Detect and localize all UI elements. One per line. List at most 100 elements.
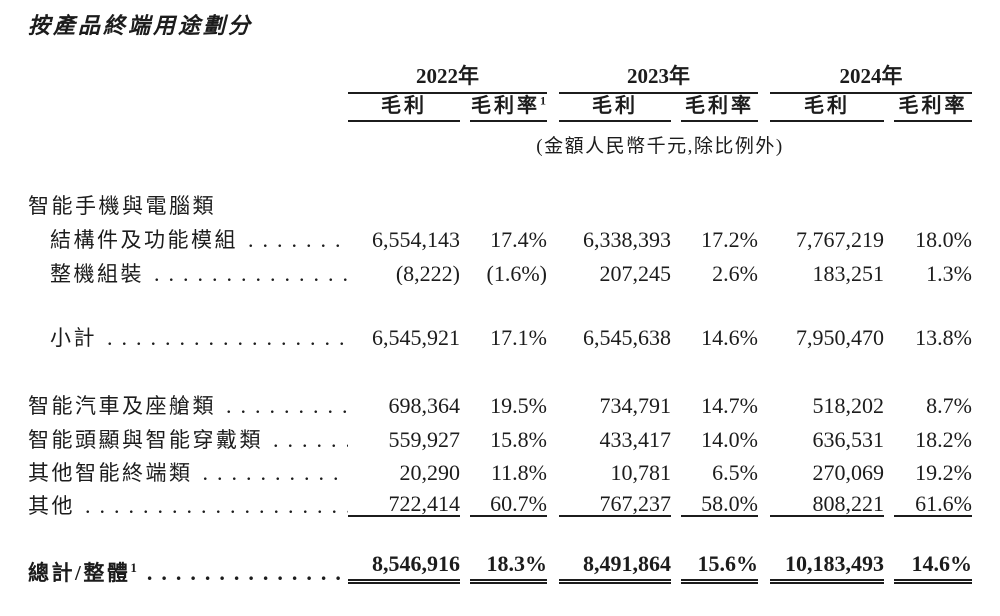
cell-value-total: 14.6%: [894, 517, 972, 584]
page-title: 按產品終端用途劃分: [28, 13, 254, 38]
cell-value: 6,338,393: [583, 227, 671, 251]
subheader-row: 毛利 毛利率1 毛利 毛利率 毛利 毛利率: [28, 94, 972, 122]
cell-value: 18.0%: [915, 227, 972, 251]
column-gap: [884, 94, 894, 122]
cell-value: 11.8%: [490, 460, 547, 484]
table-row-smart-headset-wearable: 智能頭顯與智能穿戴類..............................…: [28, 417, 972, 451]
cell-value: 20,290: [399, 460, 461, 484]
cell-value: 17.1%: [490, 325, 547, 349]
cell-value: 61.6%: [894, 484, 972, 517]
cell-value: 6,545,638: [583, 325, 671, 349]
row-label: 智能手機與電腦類: [28, 194, 216, 217]
row-label: 小計......................................…: [28, 285, 348, 349]
unit-note: (金額人民幣千元,除比例外): [536, 136, 784, 156]
column-gap: [547, 94, 559, 122]
table-row-structural-parts: 結構件及功能模組................................…: [28, 217, 972, 251]
col-header-gross-profit-2022: 毛利: [348, 94, 460, 122]
cell-value: 18.2%: [915, 427, 972, 451]
cell-value-total: 18.3%: [470, 517, 547, 584]
row-label: 智能頭顯與智能穿戴類..............................…: [28, 417, 348, 451]
cell-value: 767,237: [559, 484, 671, 517]
cell-value: 19.5%: [490, 393, 547, 417]
cell-value: 270,069: [812, 460, 885, 484]
cell-value: 183,251: [812, 261, 885, 285]
table-row-total: 總計/整體1..................................…: [28, 517, 972, 584]
table-row-others: 其他......................................…: [28, 484, 972, 517]
cell-value: 6,545,921: [372, 325, 460, 349]
label-column-spacer: [28, 94, 348, 122]
cell-value: 734,791: [599, 393, 672, 417]
cell-value: 8.7%: [926, 393, 972, 417]
table-row-smartphone-computer-group: 智能手機與電腦類: [28, 156, 972, 217]
cell-value: 17.2%: [701, 227, 758, 251]
cell-value: 559,927: [388, 427, 461, 451]
cell-value: 698,364: [388, 393, 461, 417]
row-label-total: 總計/整體1..................................…: [28, 517, 348, 584]
cell-value: 19.2%: [915, 460, 972, 484]
column-gap: [671, 94, 681, 122]
row-label: 整機組裝....................................…: [28, 251, 348, 285]
cell-value-total: 8,491,864: [559, 517, 671, 584]
dot-leader: ........................................: [248, 229, 348, 251]
cell-value: 808,221: [770, 484, 884, 517]
cell-value: 7,767,219: [796, 227, 884, 251]
cell-value: 636,531: [812, 427, 885, 451]
cell-value: 10,781: [610, 460, 672, 484]
cell-value: 207,245: [599, 261, 672, 285]
cell-value: 14.7%: [701, 393, 758, 417]
dot-leader: ........................................: [154, 263, 348, 285]
column-gap: [758, 62, 770, 94]
col-header-gross-margin-2022: 毛利率1: [470, 94, 547, 122]
column-gap: [460, 94, 470, 122]
year-header-2023: 2023年: [559, 62, 758, 94]
col-header-gross-profit-2023: 毛利: [559, 94, 671, 122]
cell-value-total: 8,546,916: [348, 517, 460, 584]
cell-value: 1.3%: [926, 261, 972, 285]
row-label: 其他智能終端類.................................…: [28, 461, 349, 484]
cell-value: 17.4%: [490, 227, 547, 251]
cell-value: (8,222): [395, 261, 460, 285]
cell-value: 6,554,143: [372, 227, 460, 251]
label-column-spacer: [28, 62, 348, 94]
dot-leader: ........................................: [107, 327, 348, 349]
cell-value: 2.6%: [712, 261, 758, 285]
cell-value-total: 15.6%: [681, 517, 758, 584]
row-label: 智能汽車及座艙類................................…: [28, 349, 348, 417]
cell-value: 518,202: [812, 393, 885, 417]
gross-profit-by-end-use-table: 2022年 2023年 2024年 毛利 毛利率1 毛利 毛利率 毛利 毛利率 …: [28, 62, 972, 584]
footnote-marker: 1: [130, 560, 137, 575]
table-row-smart-vehicle: 智能汽車及座艙類................................…: [28, 349, 972, 417]
unit-note-row: (金額人民幣千元,除比例外): [28, 122, 972, 156]
label-column-spacer: [28, 122, 348, 156]
cell-value: 6.5%: [712, 460, 758, 484]
cell-value: 14.6%: [701, 325, 758, 349]
year-header-row: 2022年 2023年 2024年: [28, 62, 972, 94]
cell-value: 433,417: [599, 427, 672, 451]
cell-value: 15.8%: [490, 427, 547, 451]
cell-value-total: 10,183,493: [770, 517, 884, 584]
col-header-gross-margin-2023: 毛利率: [681, 94, 758, 122]
dot-leader: ........................................: [273, 429, 348, 451]
cell-value: 13.8%: [915, 325, 972, 349]
dot-leader: ........................................: [226, 395, 348, 417]
cell-value: (1.6%): [486, 261, 547, 285]
column-gap: [758, 94, 770, 122]
footnote-marker: 1: [540, 94, 546, 108]
dot-leader: ........................................: [202, 462, 349, 484]
cell-value: 7,950,470: [796, 325, 884, 349]
row-label: 結構件及功能模組................................…: [50, 228, 348, 251]
cell-value: 14.0%: [701, 427, 758, 451]
dot-leader: ........................................: [146, 562, 348, 584]
cell-value: 60.7%: [470, 484, 547, 517]
table-row-other-smart-terminal: 其他智能終端類.................................…: [28, 451, 972, 484]
col-header-gross-profit-2024: 毛利: [770, 94, 884, 122]
col-header-gross-margin-2024: 毛利率: [894, 94, 972, 122]
year-header-2024: 2024年: [770, 62, 972, 94]
column-gap: [547, 62, 559, 94]
table-row-assembly: 整機組裝....................................…: [28, 251, 972, 285]
row-label: 其他......................................…: [28, 494, 348, 517]
cell-value: 722,414: [348, 484, 460, 517]
table-row-subtotal: 小計......................................…: [28, 285, 972, 349]
cell-value: 58.0%: [681, 484, 758, 517]
